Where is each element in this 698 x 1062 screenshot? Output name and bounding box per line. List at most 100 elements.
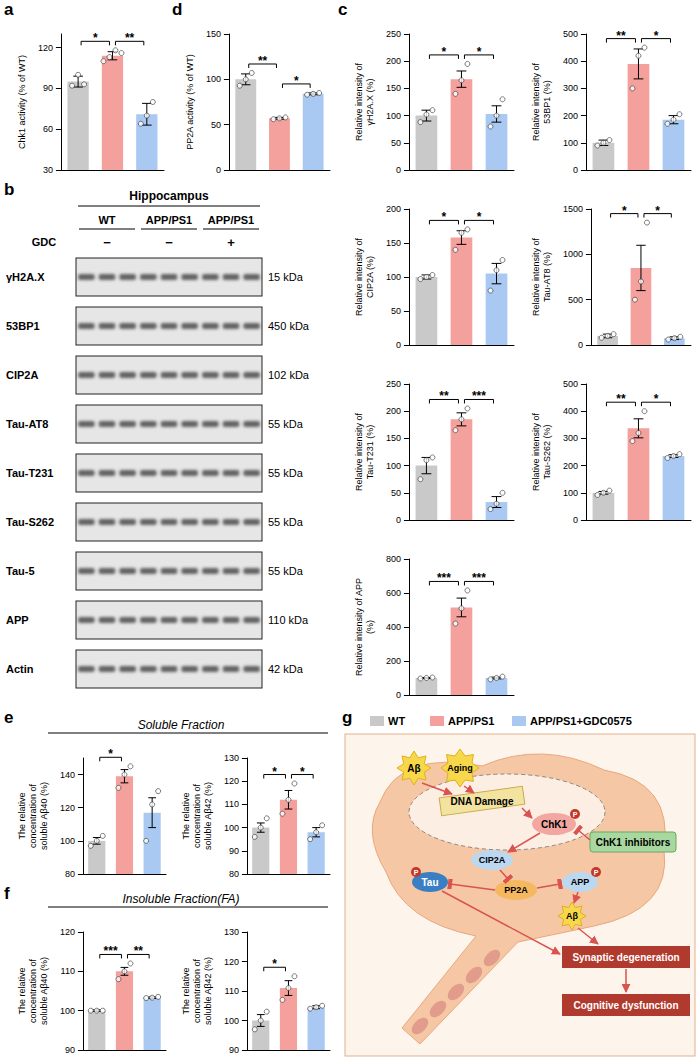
svg-text:0: 0 (573, 165, 578, 175)
svg-text:Tau-T231: Tau-T231 (6, 467, 53, 479)
svg-text:50: 50 (391, 488, 401, 498)
svg-text:APP: APP (571, 877, 590, 887)
svg-text:ChK1: ChK1 (541, 819, 568, 830)
svg-text:*: * (654, 29, 659, 43)
svg-text:0: 0 (396, 340, 401, 350)
svg-text:Tau-T231 (%): Tau-T231 (%) (365, 425, 375, 480)
svg-text:100: 100 (206, 74, 221, 84)
svg-text:Aging: Aging (447, 763, 473, 773)
svg-text:concentration of: concentration of (28, 783, 38, 848)
svg-text:*: * (654, 392, 659, 406)
svg-text:90: 90 (43, 83, 53, 93)
svg-text:−: − (165, 235, 173, 250)
svg-text:102 kDa: 102 kDa (268, 369, 310, 381)
svg-text:γH2A.X (%): γH2A.X (%) (365, 78, 375, 125)
svg-text:soluble Aβ42 (%): soluble Aβ42 (%) (203, 782, 213, 850)
svg-text:55 kDa: 55 kDa (268, 565, 304, 577)
svg-text:**: ** (125, 31, 135, 45)
svg-text:80: 80 (229, 869, 239, 879)
svg-text:CIP2A: CIP2A (479, 855, 506, 865)
svg-text:200: 200 (386, 204, 401, 214)
svg-text:γH2A.X: γH2A.X (6, 271, 45, 283)
svg-text:53BP1: 53BP1 (6, 320, 40, 332)
svg-text:600: 600 (386, 588, 401, 598)
svg-text:P: P (594, 869, 599, 876)
svg-text:soluble Aβ40 (%): soluble Aβ40 (%) (39, 957, 49, 1025)
svg-text:The relative: The relative (17, 792, 27, 839)
svg-text:150: 150 (386, 433, 401, 443)
svg-text:400: 400 (563, 56, 578, 66)
svg-text:*: * (477, 210, 482, 224)
svg-text:200: 200 (563, 111, 578, 121)
svg-text:Aβ: Aβ (407, 763, 420, 774)
svg-text:130: 130 (224, 927, 239, 937)
svg-text:Relative intensity of APP: Relative intensity of APP (354, 578, 364, 676)
svg-text:110: 110 (225, 986, 239, 996)
svg-text:**: ** (616, 29, 626, 43)
svg-text:+: + (227, 235, 235, 250)
svg-text:*: * (442, 210, 447, 224)
svg-text:Aβ: Aβ (566, 911, 578, 921)
svg-text:*: * (442, 45, 447, 59)
svg-text:APP/PS1: APP/PS1 (448, 715, 494, 727)
svg-text:120: 120 (60, 927, 75, 937)
svg-text:150: 150 (386, 83, 401, 93)
svg-text:150: 150 (206, 29, 221, 39)
svg-text:ChK1 inhibitors: ChK1 inhibitors (596, 837, 671, 848)
svg-text:Insoluble Fraction(FA): Insoluble Fraction(FA) (122, 892, 239, 906)
svg-text:Hippocampus: Hippocampus (129, 189, 209, 203)
svg-text:1500: 1500 (563, 204, 583, 214)
svg-text:The relative: The relative (17, 967, 27, 1014)
svg-text:Relative intensity of: Relative intensity of (531, 62, 541, 141)
svg-text:*: * (108, 747, 113, 761)
svg-text:*: * (272, 765, 277, 779)
svg-text:***: *** (437, 571, 451, 585)
svg-text:WT: WT (98, 214, 115, 226)
svg-text:**: ** (439, 389, 449, 403)
svg-text:130: 130 (224, 753, 239, 763)
svg-text:100: 100 (563, 488, 578, 498)
svg-text:150: 150 (386, 238, 401, 248)
svg-text:Relative intensity of: Relative intensity of (354, 62, 364, 141)
svg-text:The relative: The relative (181, 792, 191, 839)
svg-text:300: 300 (563, 83, 578, 93)
svg-text:90: 90 (229, 1045, 239, 1055)
svg-text:CIP2A: CIP2A (6, 369, 38, 381)
svg-text:60: 60 (43, 124, 53, 134)
svg-text:Synaptic degeneration: Synaptic degeneration (572, 952, 679, 963)
svg-text:50: 50 (391, 138, 401, 148)
svg-text:*: * (272, 957, 277, 971)
svg-text:100: 100 (224, 823, 239, 833)
svg-text:800: 800 (386, 554, 401, 564)
svg-text:concentration of: concentration of (28, 958, 38, 1023)
svg-text:50: 50 (391, 306, 401, 316)
svg-text:140: 140 (60, 770, 75, 780)
svg-text:CIP2A (%): CIP2A (%) (365, 256, 375, 298)
svg-text:Tau-AT8 (%): Tau-AT8 (%) (542, 252, 552, 302)
svg-text:50: 50 (211, 120, 221, 130)
svg-text:0: 0 (216, 165, 221, 175)
svg-text:0: 0 (396, 515, 401, 525)
svg-text:***: *** (472, 389, 486, 403)
svg-text:WT: WT (388, 715, 405, 727)
svg-text:P: P (573, 811, 578, 818)
svg-text:soluble Aβ42 (%): soluble Aβ42 (%) (203, 957, 213, 1025)
svg-text:250: 250 (386, 29, 401, 39)
svg-text:100: 100 (386, 272, 401, 282)
svg-text:450 kDa: 450 kDa (268, 320, 310, 332)
svg-text:Relative intensity of: Relative intensity of (531, 412, 541, 491)
svg-text:0: 0 (573, 515, 578, 525)
svg-text:90: 90 (65, 1045, 75, 1055)
svg-text:42 kDa: 42 kDa (268, 663, 304, 675)
svg-text:300: 300 (563, 433, 578, 443)
svg-text:400: 400 (563, 406, 578, 416)
svg-text:soluble Aβ40 (%): soluble Aβ40 (%) (39, 782, 49, 850)
svg-text:500: 500 (563, 29, 578, 39)
svg-text:**: ** (616, 392, 626, 406)
svg-text:APP/PS1+GDC0575: APP/PS1+GDC0575 (530, 715, 632, 727)
svg-text:Tau: Tau (421, 877, 438, 888)
svg-text:DNA Damage: DNA Damage (451, 796, 514, 807)
svg-text:The relative: The relative (181, 967, 191, 1014)
svg-text:*: * (477, 45, 482, 59)
svg-text:100: 100 (563, 138, 578, 148)
